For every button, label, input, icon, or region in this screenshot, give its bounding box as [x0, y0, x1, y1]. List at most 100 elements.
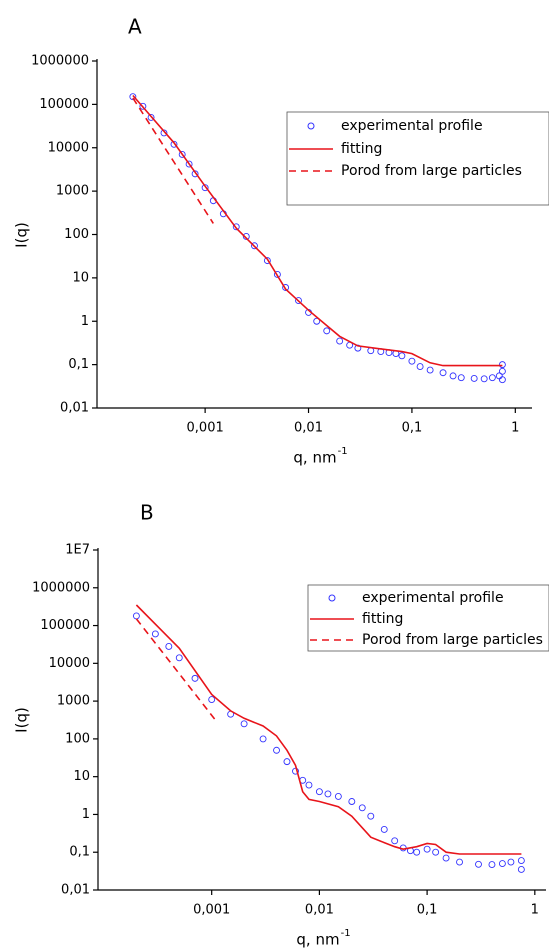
data-point	[348, 798, 356, 805]
data-point	[475, 860, 482, 868]
legend-marker	[307, 122, 315, 130]
data-point	[334, 792, 342, 800]
y-tick-label: 100	[65, 731, 90, 746]
x-tick-label: 0,1	[417, 903, 438, 918]
x-tick-label: 0,001	[193, 903, 230, 918]
data-point	[439, 369, 447, 377]
fit-line	[132, 94, 503, 367]
data-point	[367, 812, 375, 820]
y-tick-label: 1E7	[65, 543, 90, 558]
data-point	[457, 374, 465, 382]
data-point	[488, 374, 496, 382]
data-point	[324, 790, 332, 798]
data-point	[498, 376, 506, 384]
data-point	[160, 129, 168, 137]
legend-label: Porod from large particles	[341, 163, 522, 179]
legend-label: fitting	[341, 141, 382, 157]
dashed-line	[132, 97, 214, 224]
data-point	[517, 865, 525, 873]
data-point	[191, 674, 199, 682]
data-point	[208, 696, 216, 703]
fit-line	[135, 604, 522, 855]
data-point	[480, 375, 488, 383]
dashed-line	[135, 618, 217, 722]
data-point	[132, 612, 140, 620]
data-point	[336, 337, 344, 345]
data-point	[175, 654, 183, 662]
data-point	[273, 270, 281, 278]
data-point	[449, 372, 457, 380]
data-point	[232, 223, 240, 231]
x-axis-label-exponent: -1	[341, 928, 351, 939]
y-tick-label: 10000	[48, 140, 89, 155]
x-tick-label: 0,001	[187, 421, 224, 436]
data-point	[185, 160, 193, 168]
data-point	[470, 375, 478, 382]
y-tick-label: 100	[64, 227, 89, 242]
data-point	[323, 327, 331, 335]
y-axis-label: I(q)	[13, 707, 31, 733]
x-tick-label: 0,1	[402, 421, 423, 436]
y-tick-label: 0,1	[68, 357, 89, 372]
data-point	[259, 735, 267, 743]
panel-label: A	[128, 15, 142, 39]
legend-label: experimental profile	[341, 118, 483, 134]
y-tick-label: 1000	[56, 184, 89, 199]
data-point	[129, 93, 137, 101]
data-point	[498, 367, 506, 375]
data-point	[263, 257, 271, 265]
data-point	[391, 837, 399, 845]
data-point	[251, 242, 258, 250]
data-point	[295, 297, 302, 305]
y-tick-label: 0,01	[60, 401, 89, 416]
x-axis-label: q, nm	[296, 931, 339, 949]
y-tick-label: 1	[82, 807, 90, 822]
data-point	[147, 113, 155, 121]
data-point	[423, 845, 431, 853]
data-point	[178, 151, 186, 158]
x-tick-label: 1	[531, 903, 539, 918]
data-point	[413, 848, 421, 856]
y-tick-label: 10000	[49, 656, 90, 671]
data-point	[498, 361, 506, 369]
data-point	[517, 857, 525, 865]
legend-label: experimental profile	[362, 590, 504, 606]
data-point	[507, 858, 515, 866]
data-point	[191, 170, 199, 178]
data-point	[456, 858, 463, 866]
data-point	[315, 788, 323, 796]
data-point	[416, 363, 424, 371]
data-point	[313, 317, 321, 325]
data-point	[201, 184, 209, 192]
y-tick-label: 10	[73, 769, 90, 784]
y-tick-label: 0,01	[61, 883, 90, 898]
y-tick-label: 1000000	[32, 580, 90, 595]
data-point	[305, 781, 313, 789]
panel: A 0,01 0,1 1 10 100 1000 10000 100000 1000000 0,00…	[13, 15, 549, 467]
legend-box	[286, 111, 549, 206]
y-tick-label: 1000000	[31, 54, 89, 69]
data-point	[358, 804, 366, 812]
data-point	[498, 860, 506, 868]
y-axis-label: I(q)	[13, 222, 31, 248]
data-point	[273, 746, 280, 754]
data-point	[151, 630, 159, 638]
x-axis-label-exponent: -1	[338, 446, 348, 457]
y-tick-label: 100000	[39, 97, 89, 112]
data-point	[242, 233, 250, 240]
y-tick-label: 10	[72, 270, 89, 285]
legend-marker	[328, 594, 336, 602]
data-point	[139, 102, 147, 110]
legend-label: fitting	[362, 611, 403, 627]
x-tick-label: 1	[511, 421, 519, 436]
data-point	[282, 284, 290, 291]
data-point	[380, 826, 388, 833]
data-point	[442, 854, 450, 862]
data-point	[488, 861, 496, 869]
data-point	[408, 357, 416, 365]
y-tick-label: 100000	[40, 618, 90, 633]
y-tick-label: 1000	[57, 694, 90, 709]
data-point	[240, 720, 248, 728]
x-tick-label: 0,01	[294, 421, 323, 436]
data-point	[170, 140, 178, 148]
